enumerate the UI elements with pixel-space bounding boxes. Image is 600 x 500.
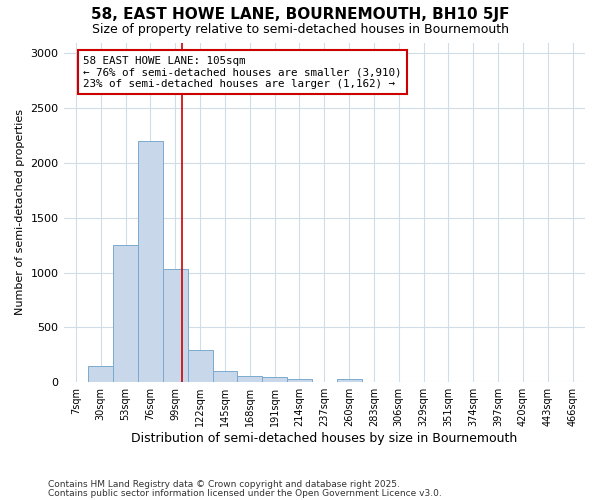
Bar (113, 245, 138, 382)
Text: Contains HM Land Registry data © Crown copyright and database right 2025.: Contains HM Land Registry data © Crown c… (48, 480, 400, 489)
Bar (238, 376, 262, 382)
Text: 58 EAST HOWE LANE: 105sqm
← 76% of semi-detached houses are smaller (3,910)
23% : 58 EAST HOWE LANE: 105sqm ← 76% of semi-… (83, 56, 402, 89)
Bar (287, 380, 312, 382)
Y-axis label: Number of semi-detached properties: Number of semi-detached properties (15, 110, 25, 316)
Bar (337, 379, 362, 382)
X-axis label: Distribution of semi-detached houses by size in Bournemouth: Distribution of semi-detached houses by … (131, 432, 517, 445)
Bar (262, 378, 287, 382)
Text: Size of property relative to semi-detached houses in Bournemouth: Size of property relative to semi-detach… (91, 22, 509, 36)
Bar (163, 270, 188, 382)
Bar (138, 141, 163, 382)
Text: Contains public sector information licensed under the Open Government Licence v3: Contains public sector information licen… (48, 490, 442, 498)
Bar (212, 371, 238, 382)
Bar (88, 366, 113, 382)
Text: 58, EAST HOWE LANE, BOURNEMOUTH, BH10 5JF: 58, EAST HOWE LANE, BOURNEMOUTH, BH10 5J… (91, 8, 509, 22)
Bar (188, 350, 212, 382)
